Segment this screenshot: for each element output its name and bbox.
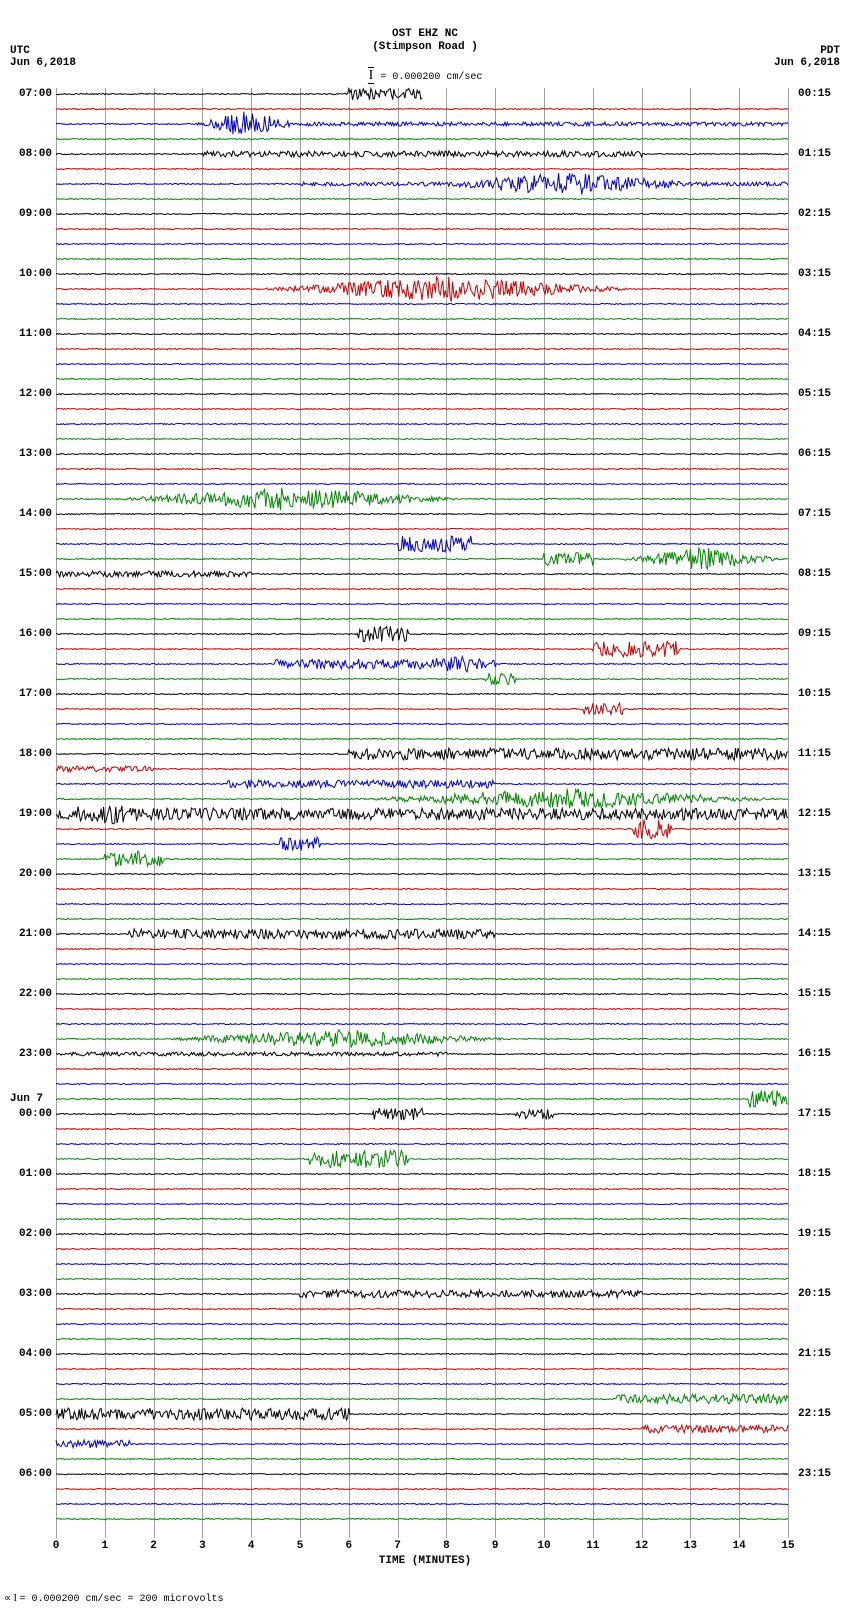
x-tick: 9 <box>475 1540 515 1552</box>
x-tick: 15 <box>768 1540 808 1552</box>
right-time-label: 19:15 <box>798 1228 840 1240</box>
x-tick: 7 <box>378 1540 418 1552</box>
right-time-label: 21:15 <box>798 1348 840 1360</box>
left-time-label: 17:00 <box>10 688 52 700</box>
left-time-label: 12:00 <box>10 388 52 400</box>
right-time-label: 08:15 <box>798 568 840 580</box>
x-tick: 2 <box>134 1540 174 1552</box>
right-time-label: 16:15 <box>798 1048 840 1060</box>
left-time-label: 03:00 <box>10 1288 52 1300</box>
right-time-label: 03:15 <box>798 268 840 280</box>
left-time-label: 05:00 <box>10 1408 52 1420</box>
left-time-label: 10:00 <box>10 268 52 280</box>
x-tick: 0 <box>36 1540 76 1552</box>
right-time-label: 20:15 <box>798 1288 840 1300</box>
right-time-label: 01:15 <box>798 148 840 160</box>
trace-path <box>56 1518 788 1519</box>
x-axis-label: TIME (MINUTES) <box>0 1555 850 1567</box>
left-time-label: 19:00 <box>10 808 52 820</box>
right-time-label: 13:15 <box>798 868 840 880</box>
left-time-label: 01:00 <box>10 1168 52 1180</box>
right-time-label: 22:15 <box>798 1408 840 1420</box>
station-title: OST EHZ NC <box>0 28 850 41</box>
x-tick: 6 <box>329 1540 369 1552</box>
left-tz: UTC <box>10 45 76 57</box>
left-time-label: 02:00 <box>10 1228 52 1240</box>
header-right: PDT Jun 6,2018 <box>774 45 840 69</box>
right-time-label: 12:15 <box>798 808 840 820</box>
right-time-label: 23:15 <box>798 1468 840 1480</box>
x-tick: 13 <box>670 1540 710 1552</box>
right-time-label: 05:15 <box>798 388 840 400</box>
right-time-label: 02:15 <box>798 208 840 220</box>
right-time-label: 06:15 <box>798 448 840 460</box>
left-time-label: 07:00 <box>10 88 52 100</box>
x-tick: 11 <box>573 1540 613 1552</box>
right-time-label: 14:15 <box>798 928 840 940</box>
x-tick: 5 <box>280 1540 320 1552</box>
gridline-v <box>788 88 789 1538</box>
x-tick: 3 <box>182 1540 222 1552</box>
station-subtitle: (Stimpson Road ) <box>0 41 850 54</box>
left-time-label: 21:00 <box>10 928 52 940</box>
header-left: UTC Jun 6,2018 <box>10 45 76 69</box>
left-time-label: 08:00 <box>10 148 52 160</box>
left-time-label: 11:00 <box>10 328 52 340</box>
x-tick: 10 <box>524 1540 564 1552</box>
right-time-label: 04:15 <box>798 328 840 340</box>
x-tick: 14 <box>719 1540 759 1552</box>
trace-row <box>56 1499 788 1539</box>
left-time-label: 00:00 <box>10 1108 52 1120</box>
plot-area <box>56 88 788 1538</box>
left-time-label: 13:00 <box>10 448 52 460</box>
left-time-label: 20:00 <box>10 868 52 880</box>
x-tick: 1 <box>85 1540 125 1552</box>
header-center: OST EHZ NC (Stimpson Road ) <box>0 28 850 54</box>
right-time-label: 09:15 <box>798 628 840 640</box>
left-time-label: 15:00 <box>10 568 52 580</box>
right-time-label: 07:15 <box>798 508 840 520</box>
right-time-label: 18:15 <box>798 1168 840 1180</box>
right-time-label: 15:15 <box>798 988 840 1000</box>
left-time-label: 14:00 <box>10 508 52 520</box>
right-time-label: 11:15 <box>798 748 840 760</box>
left-time-label: 09:00 <box>10 208 52 220</box>
left-time-label: 22:00 <box>10 988 52 1000</box>
x-tick: 12 <box>622 1540 662 1552</box>
left-time-label: 04:00 <box>10 1348 52 1360</box>
left-time-label: 18:00 <box>10 748 52 760</box>
right-tz: PDT <box>774 45 840 57</box>
right-time-label: 00:15 <box>798 88 840 100</box>
x-tick: 4 <box>231 1540 271 1552</box>
right-time-label: 17:15 <box>798 1108 840 1120</box>
day-marker: Jun 7 <box>10 1093 43 1105</box>
seismogram-container: OST EHZ NC (Stimpson Road ) UTC Jun 6,20… <box>0 0 850 1613</box>
right-time-label: 10:15 <box>798 688 840 700</box>
left-time-label: 23:00 <box>10 1048 52 1060</box>
x-tick: 8 <box>426 1540 466 1552</box>
left-time-label: 16:00 <box>10 628 52 640</box>
footer-scale: ∝ I = 0.000200 cm/sec = 200 microvolts <box>4 1593 224 1605</box>
left-time-label: 06:00 <box>10 1468 52 1480</box>
